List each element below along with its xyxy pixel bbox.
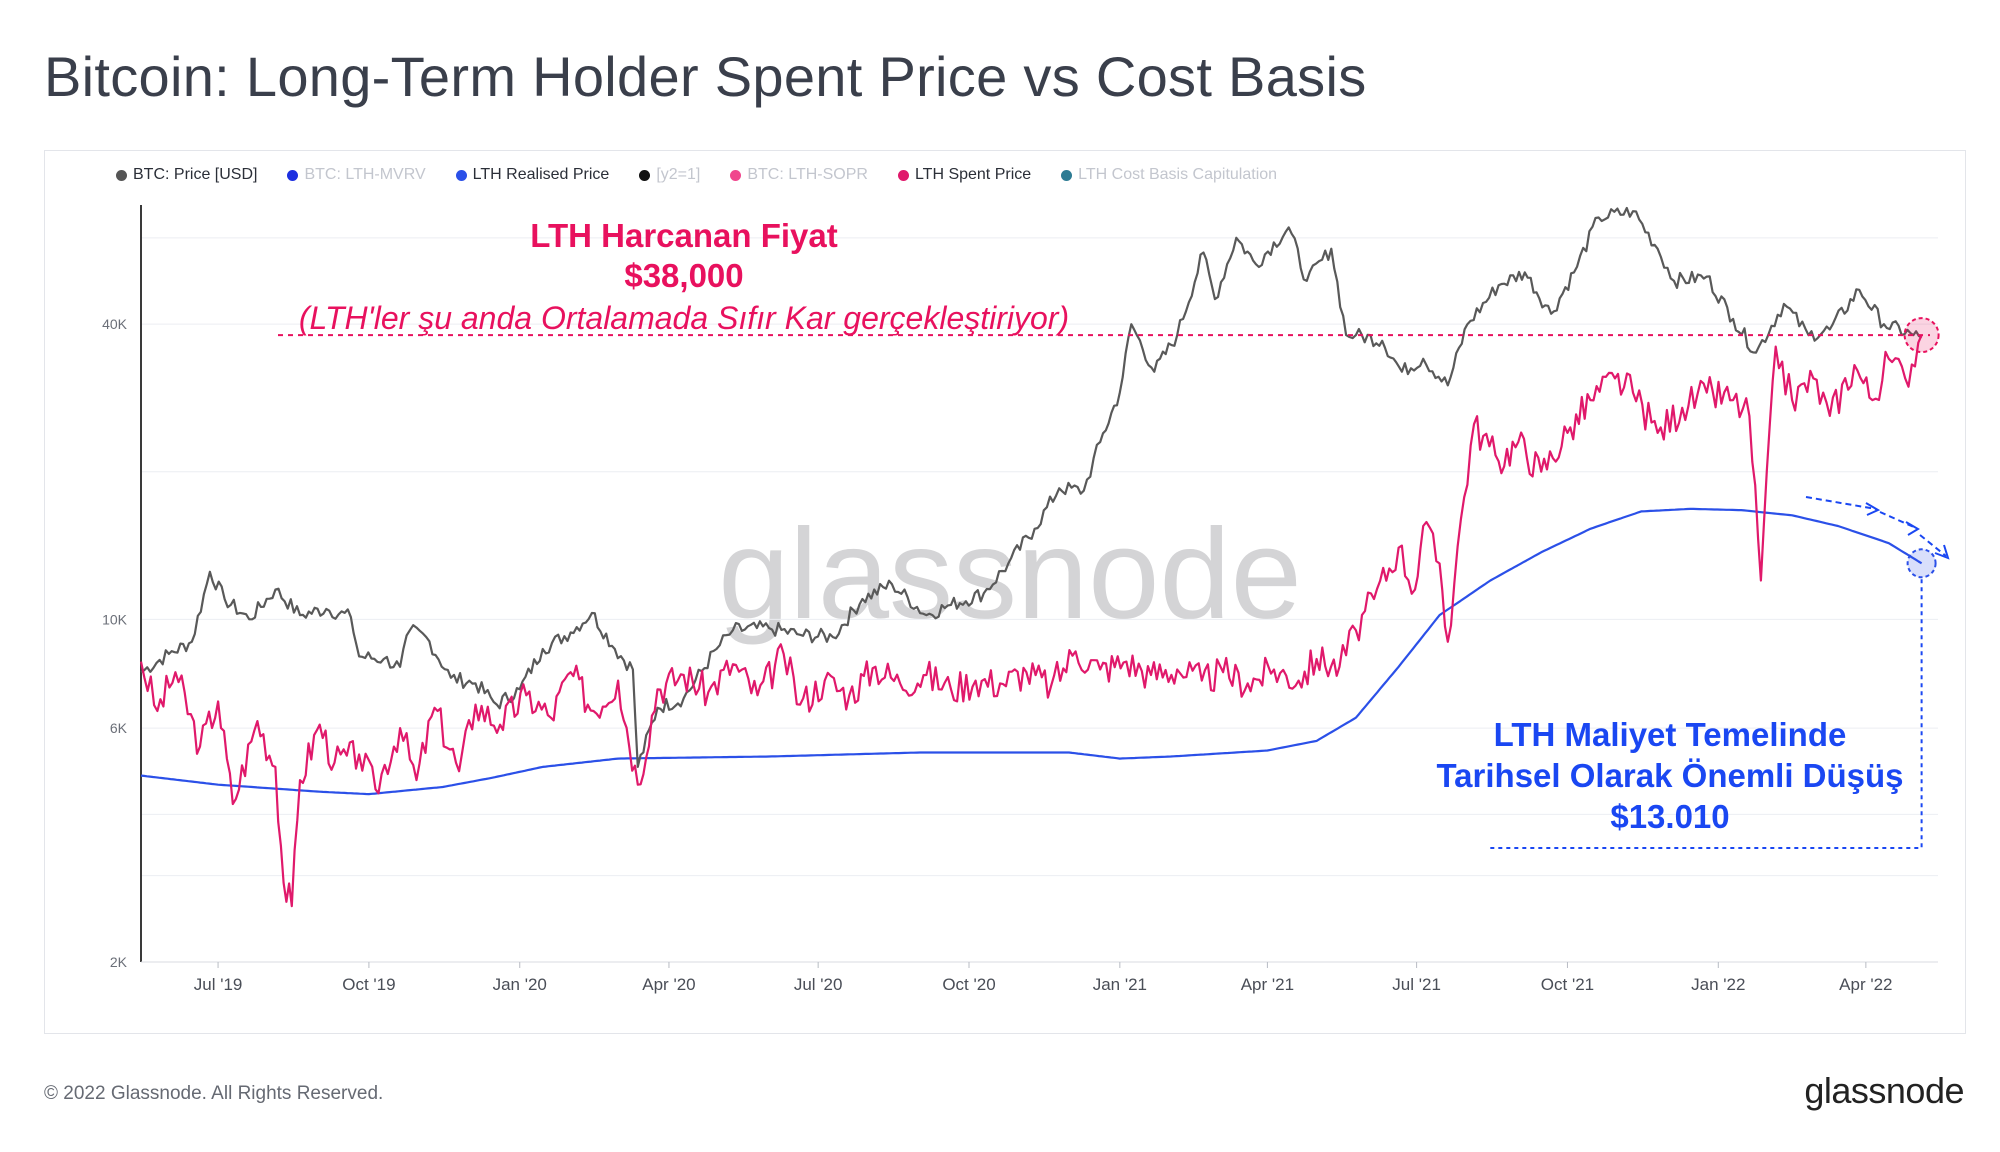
y-tick-label: 10K <box>102 611 128 627</box>
cost-basis-leader-line <box>1490 579 1923 849</box>
legend-item-cost-basis-capitulation[interactable]: LTH Cost Basis Capitulation <box>1061 166 1277 184</box>
legend-label: LTH Cost Basis Capitulation <box>1078 166 1278 183</box>
x-tick-label: Jan '21 <box>1093 975 1147 994</box>
series-line-lth-spent-price <box>139 334 1923 908</box>
series-line-lth-realised-price <box>140 507 1923 796</box>
legend-label: BTC: LTH-SOPR <box>747 166 868 183</box>
legend-item-lth-realised-price[interactable]: LTH Realised Price <box>455 166 610 184</box>
footer-brand-logo: glassnode <box>1804 1070 1964 1111</box>
x-tick-label: Apr '20 <box>642 975 695 994</box>
spent-price-annotation: LTH Harcanan Fiyat $38,000 (LTH'ler şu a… <box>254 216 1114 340</box>
legend-item-y2[interactable]: [y2=1] <box>639 166 700 184</box>
legend-dot-icon <box>287 169 299 181</box>
x-tick-label: Oct '19 <box>342 975 395 994</box>
x-tick-label: Apr '21 <box>1241 975 1294 994</box>
spent-annotation-value: $38,000 <box>624 257 744 294</box>
cost-annotation-line1: LTH Maliyet Temelinde <box>1493 716 1847 753</box>
legend-label: BTC: LTH-MVRV <box>304 166 426 183</box>
series-lines <box>139 206 1923 908</box>
legend-label: BTC: Price [USD] <box>133 166 258 183</box>
y-tick-label: 40K <box>102 316 128 332</box>
legend-dot-icon <box>1061 169 1073 181</box>
legend-dot-icon <box>639 169 651 181</box>
axes: 2K 6K 10K 40K Jul '19 Oct '19 Jan '20 Apr '20 Ju… <box>102 205 1938 994</box>
cost-basis-annotation: LTH Maliyet Temelinde Tarihsel Olarak Ön… <box>1400 714 1940 837</box>
decline-arrow-head <box>1865 502 1881 516</box>
x-tick-label: Oct '21 <box>1541 975 1594 994</box>
legend-label: LTH Realised Price <box>472 166 610 183</box>
x-tick-label: Jan '20 <box>493 975 547 994</box>
legend-item-btc-price[interactable]: BTC: Price [USD] <box>116 166 257 184</box>
chart-legend: BTC: Price [USD] BTC: LTH-MVRV LTH Reali… <box>116 166 1277 184</box>
y-tick-label: 6K <box>110 720 128 736</box>
decline-arrow <box>1805 496 1877 510</box>
legend-dot-icon <box>897 169 909 181</box>
legend-label: [y2=1] <box>656 166 701 183</box>
x-tick-label: Oct '20 <box>942 975 995 994</box>
chart-frame <box>44 150 1966 1034</box>
spent-annotation-note: (LTH'ler şu anda Ortalamada Sıfır Kar ge… <box>298 300 1070 336</box>
page-title: Bitcoin: Long-Term Holder Spent Price vs… <box>44 45 1367 108</box>
legend-dot-icon <box>116 169 127 181</box>
legend-item-lth-sopr[interactable]: BTC: LTH-SOPR <box>730 166 868 184</box>
x-tick-label: Jul '20 <box>794 975 843 994</box>
x-tick-label: Jan '22 <box>1691 975 1745 994</box>
legend-item-lth-spent-price[interactable]: LTH Spent Price <box>897 166 1032 184</box>
cost-annotation-value: $13.010 <box>1610 798 1730 835</box>
decline-arrow-head <box>1905 521 1920 536</box>
x-tick-label: Jul '19 <box>194 975 243 994</box>
gridlines <box>141 237 1938 877</box>
x-tick-label: Jul '21 <box>1392 975 1441 994</box>
legend-label: LTH Spent Price <box>914 166 1032 183</box>
y-tick-label: 2K <box>110 954 128 970</box>
decline-arrow-head <box>1934 544 1950 560</box>
cost-basis-highlight <box>1906 548 1937 579</box>
annotation-overlays <box>278 317 1950 849</box>
spent-price-highlight <box>1903 317 1940 354</box>
legend-dot-icon <box>455 169 467 181</box>
legend-item-lth-mvrv[interactable]: BTC: LTH-MVRV <box>287 166 426 184</box>
footer-copyright: © 2022 Glassnode. All Rights Reserved. <box>44 1083 384 1104</box>
legend-dot-icon <box>730 169 742 181</box>
series-line-btc-price-usd- <box>140 206 1923 768</box>
x-tick-label: Apr '22 <box>1839 975 1892 994</box>
spent-annotation-title: LTH Harcanan Fiyat <box>530 217 838 254</box>
cost-annotation-line2: Tarihsel Olarak Önemli Düşüş <box>1436 757 1904 794</box>
watermark-text: glassnode <box>718 503 1302 646</box>
decline-arrow <box>1919 534 1947 557</box>
